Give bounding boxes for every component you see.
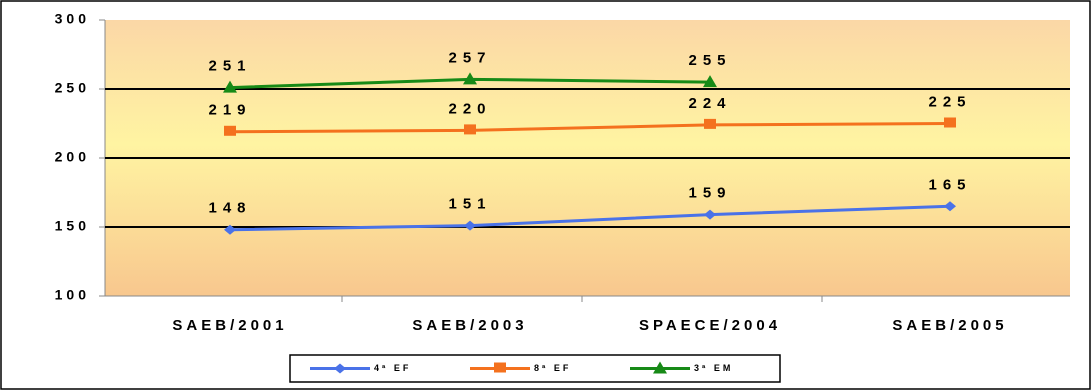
- y-tick-label: 250: [55, 80, 90, 96]
- x-tick-label: SPAECE/2004: [639, 317, 781, 334]
- point: [704, 209, 716, 220]
- data-label: 255: [688, 52, 731, 69]
- y-tick-label: 150: [55, 218, 90, 234]
- data-label: 251: [208, 58, 251, 75]
- x-tick-label: SAEB/2005: [892, 317, 1007, 334]
- legend-label: 4ª EF: [374, 363, 411, 373]
- point: [944, 201, 956, 212]
- y-tick-label: 200: [55, 149, 90, 165]
- data-label: 224: [688, 95, 731, 112]
- point: [464, 124, 476, 135]
- data-label: 225: [928, 93, 971, 110]
- series-line: [229, 122, 951, 134]
- legend-label: 8ª EF: [534, 363, 571, 373]
- data-label: 219: [208, 102, 251, 119]
- data-label: 151: [448, 196, 491, 213]
- legend-marker: [494, 362, 506, 373]
- point: [464, 220, 476, 231]
- legend-marker: [653, 361, 667, 374]
- point: [224, 125, 236, 136]
- x-tick-label: SAEB/2001: [172, 317, 287, 334]
- y-tick-label: 100: [55, 287, 90, 303]
- data-label: 165: [928, 176, 971, 193]
- data-label: 148: [208, 200, 251, 217]
- data-label: 257: [448, 49, 491, 66]
- data-label: 220: [448, 100, 491, 117]
- legend: [289, 354, 781, 383]
- x-tick-label: SAEB/2003: [412, 317, 527, 334]
- point: [944, 117, 956, 128]
- point: [704, 118, 716, 129]
- point: [224, 224, 236, 235]
- data-label: 159: [688, 185, 731, 202]
- series-line: [229, 204, 951, 232]
- point: [703, 75, 717, 88]
- legend-label: 3ª EM: [694, 363, 733, 373]
- legend-marker: [334, 363, 346, 374]
- y-tick-label: 300: [55, 11, 90, 27]
- point: [463, 72, 477, 85]
- point: [223, 80, 237, 93]
